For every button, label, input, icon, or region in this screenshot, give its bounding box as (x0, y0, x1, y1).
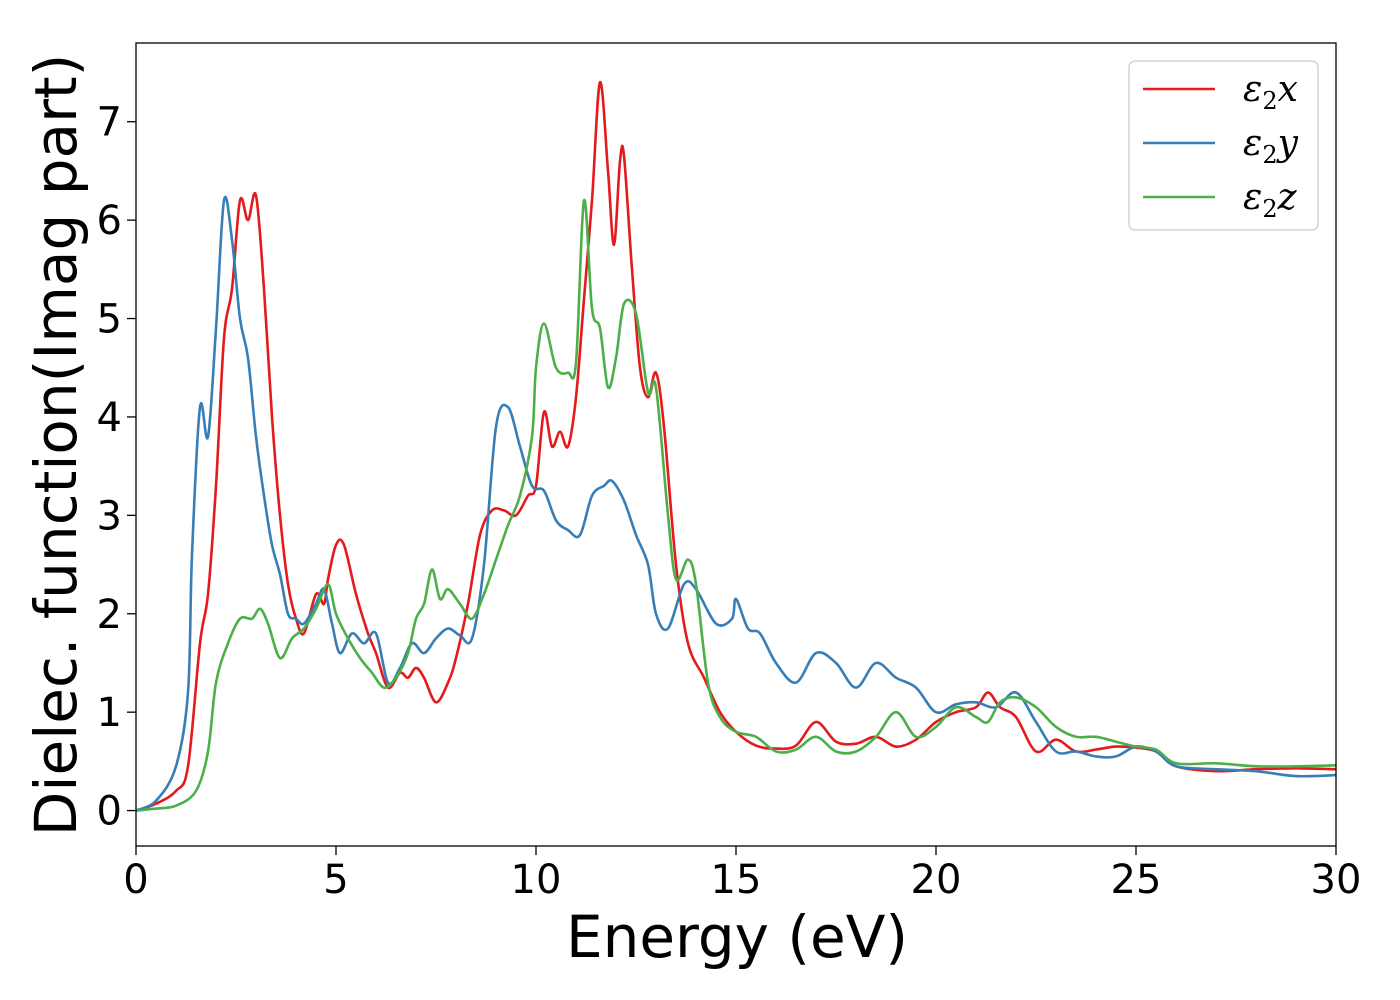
y-tick-label: 1 (97, 690, 122, 736)
x-tick-label: 0 (123, 857, 148, 903)
y-tick-label: 0 (97, 789, 122, 835)
y-tick-label: 3 (97, 493, 122, 539)
x-tick-label: 5 (323, 857, 348, 903)
series-lines (136, 81, 1336, 812)
y-axis-title: Dielec. function(Imag part) (22, 54, 90, 837)
x-axis-title: Energy (eV) (566, 903, 908, 971)
x-tick-label: 20 (911, 857, 962, 903)
legend-label-x: ε2x (1243, 69, 1298, 115)
y-tick-label: 4 (97, 395, 122, 441)
series-line-z (136, 199, 1336, 812)
legend-label-y: ε2y (1243, 123, 1299, 169)
legend-box (1128, 60, 1319, 231)
y-tick-label: 7 (97, 100, 122, 146)
x-tick-label: 30 (1311, 857, 1362, 903)
y-tick-label: 2 (97, 592, 122, 638)
x-axis: 0 5 10 15 20 25 30 (123, 846, 1361, 903)
y-tick-label: 5 (97, 297, 122, 343)
series-line-y (136, 195, 1336, 812)
y-tick-label: 6 (97, 198, 122, 244)
legend-label-z: ε2z (1243, 177, 1298, 223)
x-tick-label: 25 (1111, 857, 1162, 903)
y-axis: 0 1 2 3 4 5 6 7 (97, 100, 136, 835)
x-tick-label: 10 (511, 857, 562, 903)
x-tick-label: 15 (711, 857, 762, 903)
series-line-x (136, 81, 1336, 812)
legend: ε2x ε2y ε2z (1128, 60, 1319, 231)
